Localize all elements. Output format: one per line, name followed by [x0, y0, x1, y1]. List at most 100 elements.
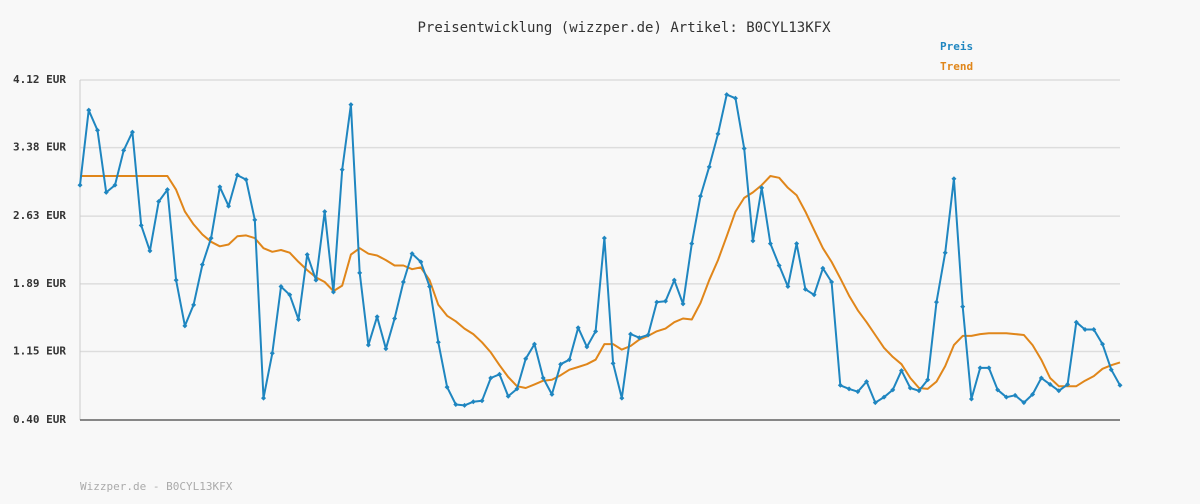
point-marker — [261, 395, 267, 401]
legend-label: Trend — [940, 60, 973, 73]
point-marker — [191, 302, 197, 308]
point-marker — [636, 335, 642, 341]
point-marker — [811, 292, 817, 298]
point-marker — [453, 401, 459, 407]
point-marker — [147, 248, 153, 254]
point-marker — [942, 250, 948, 256]
point-marker — [698, 193, 704, 199]
point-marker — [164, 187, 170, 193]
point-marker — [1021, 400, 1027, 406]
series-line — [79, 93, 1121, 407]
point-marker — [855, 389, 861, 395]
y-tick-label: 3.38 EUR — [13, 141, 66, 154]
point-marker — [759, 185, 765, 191]
point-marker — [234, 172, 240, 178]
footer: Wizzper.de - B0CYL13KFX — [80, 480, 233, 493]
point-marker — [531, 341, 537, 347]
point-marker — [872, 400, 878, 406]
point-marker — [584, 344, 590, 350]
point-marker — [287, 292, 293, 298]
point-marker — [278, 284, 284, 290]
point-marker — [680, 301, 686, 307]
point-marker — [488, 375, 494, 381]
point-marker — [995, 387, 1001, 393]
point-marker — [1082, 327, 1088, 333]
point-marker — [794, 241, 800, 247]
point-marker — [365, 342, 371, 348]
point-marker — [890, 387, 896, 393]
point-marker — [392, 316, 398, 322]
point-marker — [628, 331, 634, 337]
point-marker — [776, 263, 782, 269]
point-marker — [409, 251, 415, 257]
point-marker — [383, 346, 389, 352]
point-marker — [654, 299, 660, 305]
point-marker — [558, 361, 564, 367]
legend: Preis Trend — [940, 40, 973, 73]
point-marker — [802, 286, 808, 292]
point-marker — [846, 386, 852, 392]
y-tick-label: 1.15 EUR — [13, 344, 66, 357]
chart-title: Preisentwicklung (wizzper.de) Artikel: B… — [417, 20, 831, 36]
point-marker — [933, 299, 939, 305]
point-marker — [435, 339, 441, 345]
point-marker — [348, 102, 354, 108]
point-marker — [156, 199, 162, 205]
point-marker — [94, 127, 100, 133]
point-marker — [750, 238, 756, 244]
point-marker — [217, 184, 223, 190]
point-marker — [837, 382, 843, 388]
point-marker — [1003, 394, 1009, 400]
point-marker — [593, 328, 599, 334]
point-marker — [505, 393, 511, 399]
point-marker — [77, 182, 83, 188]
point-marker — [864, 379, 870, 385]
point-marker — [1117, 382, 1123, 388]
point-marker — [785, 284, 791, 290]
point-marker — [951, 176, 957, 182]
point-marker — [732, 95, 738, 101]
point-marker — [986, 365, 992, 371]
point-marker — [103, 189, 109, 195]
point-marker — [1108, 367, 1114, 373]
y-tick-label: 4.12 EUR — [13, 73, 66, 86]
point-marker — [610, 360, 616, 366]
point-marker — [671, 277, 677, 283]
point-marker — [1030, 391, 1036, 397]
point-marker — [1100, 341, 1106, 347]
point-marker — [916, 388, 922, 394]
point-marker — [182, 323, 188, 329]
point-marker — [1038, 375, 1044, 381]
point-marker — [479, 398, 485, 404]
point-marker — [960, 304, 966, 310]
point-marker — [470, 399, 476, 405]
point-marker — [199, 262, 205, 268]
point-marker — [226, 203, 232, 209]
plot — [77, 92, 1123, 408]
point-marker — [173, 277, 179, 283]
point-marker — [724, 92, 730, 98]
point-marker — [767, 241, 773, 247]
point-marker — [121, 147, 127, 153]
grid: 0.40 EUR 1.15 EUR 1.89 EUR 2.63 EUR 3.38 EUR… — [13, 73, 1120, 426]
point-marker — [304, 252, 310, 258]
y-tick-label: 0.40 EUR — [13, 413, 66, 426]
point-marker — [741, 146, 747, 152]
point-marker — [330, 289, 336, 295]
point-marker — [715, 131, 721, 137]
point-marker — [1012, 392, 1018, 398]
point-marker — [400, 279, 406, 285]
point-marker — [444, 384, 450, 390]
point-marker — [514, 386, 520, 392]
point-marker — [689, 241, 695, 247]
point-marker — [820, 265, 826, 271]
point-marker — [1047, 381, 1053, 387]
point-marker — [1073, 319, 1079, 325]
point-marker — [619, 395, 625, 401]
point-marker — [418, 259, 424, 265]
point-marker — [208, 235, 214, 241]
point-marker — [540, 375, 546, 381]
point-marker — [129, 129, 135, 135]
